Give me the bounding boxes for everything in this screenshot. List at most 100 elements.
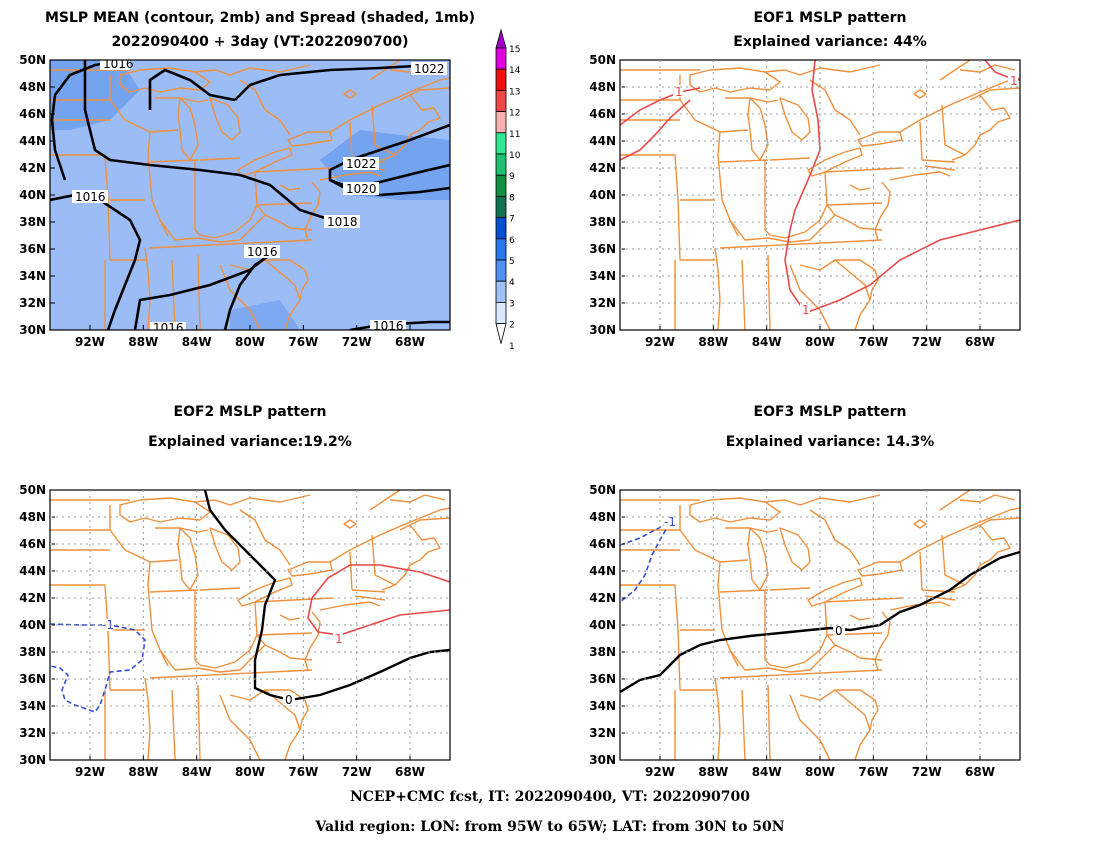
- lat-tick-label: 36N: [19, 672, 46, 686]
- lon-tick-label: 68W: [395, 765, 425, 779]
- spread-colorbar: 15 14 13 12 11 10 9 8 7 6 5 4 3 2 1: [495, 28, 521, 352]
- eof1-contour-pos-center: [784, 60, 821, 313]
- lat-tick-label: 32N: [19, 296, 46, 310]
- lon-tick-label: 84W: [182, 335, 212, 349]
- lon-tick-label: 76W: [288, 765, 318, 779]
- lon-tick-label: 80W: [805, 335, 835, 349]
- contour-label: 1016: [75, 190, 106, 204]
- lat-tick-label: 42N: [589, 161, 616, 175]
- colorbar-swatch: [495, 153, 507, 176]
- eof3-contour-zero: [620, 550, 1020, 694]
- contour-label: 1022: [414, 62, 445, 76]
- lon-tick-label: 68W: [965, 765, 995, 779]
- colorbar-swatch: [495, 132, 507, 155]
- lon-tick-label: 76W: [288, 335, 318, 349]
- colorbar-label: 13: [509, 87, 520, 97]
- contour-label: 1022: [346, 157, 377, 171]
- axis-labels: 50N 48N 46N 44N 42N 40N 38N 36N 34N 32N 30N 92W 88W 8…: [19, 53, 1020, 779]
- eof1-contour-pos-se: [807, 219, 1020, 313]
- contour-label: 1016: [153, 321, 184, 335]
- colorbar-top-arrow: [495, 28, 507, 49]
- contour-label: 0: [835, 624, 843, 638]
- colorbar-label: 8: [509, 193, 515, 203]
- colorbar-swatch: [495, 68, 507, 91]
- colorbar-label: 14: [509, 66, 521, 76]
- contour-label: 1016: [103, 57, 134, 71]
- contour-label: 1018: [327, 215, 358, 229]
- lat-tick-label: 36N: [589, 242, 616, 256]
- lat-tick-label: 50N: [589, 53, 616, 67]
- contour-1022-east: [328, 123, 450, 190]
- lon-tick-label: 76W: [858, 765, 888, 779]
- eof1-title: EOF1 MSLP pattern: [753, 10, 907, 26]
- colorbar-swatch: [495, 111, 507, 134]
- lat-tick-label: 48N: [19, 510, 46, 524]
- lon-tick-label: 80W: [235, 335, 265, 349]
- lon-tick-label: 72W: [342, 335, 372, 349]
- lat-tick-label: 40N: [589, 618, 616, 632]
- colorbar-swatch: [495, 280, 507, 303]
- contour-label: -1: [102, 618, 114, 632]
- contour-label: 1: [675, 85, 683, 99]
- lat-tick-label: 38N: [589, 215, 616, 229]
- eof1-subtitle: Explained variance: 44%: [733, 34, 927, 50]
- eof1-contour-pos-w: [620, 99, 691, 161]
- lat-tick-label: 34N: [589, 269, 616, 283]
- lon-tick-label: 76W: [858, 335, 888, 349]
- colorbar-swatch: [495, 47, 507, 70]
- lon-tick-label: 80W: [805, 765, 835, 779]
- lat-tick-label: 40N: [19, 188, 46, 202]
- contour-label: 1016: [373, 319, 404, 333]
- lat-tick-label: 42N: [589, 591, 616, 605]
- lon-tick-label: 80W: [235, 765, 265, 779]
- lon-tick-label: 88W: [698, 765, 728, 779]
- lon-tick-label: 92W: [75, 335, 105, 349]
- lat-tick-label: 32N: [589, 726, 616, 740]
- colorbar-swatch: [495, 217, 507, 240]
- colorbar-label: 4: [509, 278, 515, 288]
- lon-tick-label: 84W: [752, 765, 782, 779]
- colorbar-label: 2: [509, 321, 515, 331]
- lon-tick-label: 88W: [128, 765, 158, 779]
- eof1-contour-pos-nw: [620, 87, 701, 126]
- contour-1016-north: [50, 60, 131, 181]
- eof2-subtitle: Explained variance:19.2%: [148, 434, 352, 450]
- lat-tick-label: 40N: [19, 618, 46, 632]
- lon-tick-label: 92W: [75, 765, 105, 779]
- lat-tick-label: 42N: [19, 591, 46, 605]
- contour-label: 1: [335, 632, 343, 646]
- lat-tick-label: 46N: [589, 107, 616, 121]
- lat-tick-label: 40N: [589, 188, 616, 202]
- colorbar-label: 10: [509, 151, 521, 161]
- eof2-contour-neg: [50, 623, 146, 713]
- lat-tick-label: 42N: [19, 161, 46, 175]
- lat-tick-label: 34N: [589, 699, 616, 713]
- spread-shading-high-west: [50, 60, 140, 130]
- lon-tick-label: 92W: [645, 765, 675, 779]
- panel-mean: 1016 1022 1022 1020 1016 1018 1016 1016 …: [49, 57, 451, 335]
- lat-tick-label: 30N: [589, 753, 616, 767]
- eof2-contour-pos: [307, 564, 450, 636]
- colorbar-label: 7: [509, 215, 515, 225]
- lat-tick-label: 38N: [589, 645, 616, 659]
- lat-tick-label: 50N: [19, 53, 46, 67]
- contour-label: 1020: [346, 182, 377, 196]
- colorbar-label: 11: [509, 130, 520, 140]
- lon-tick-label: 72W: [912, 765, 942, 779]
- contour-1020-inner: [148, 68, 236, 110]
- lat-tick-label: 36N: [19, 242, 46, 256]
- lat-tick-label: 44N: [19, 564, 46, 578]
- colorbar-label: 1: [509, 342, 515, 352]
- lat-tick-label: 48N: [19, 80, 46, 94]
- contour-1016-south2: [223, 253, 271, 330]
- colorbar-label: 12: [509, 109, 520, 119]
- lat-tick-label: 46N: [19, 537, 46, 551]
- lat-tick-label: 48N: [589, 510, 616, 524]
- eof2-contour-zero: [203, 490, 450, 702]
- contour-1018: [83, 60, 346, 222]
- contour-label: 1: [1010, 74, 1018, 88]
- lon-tick-label: 84W: [182, 765, 212, 779]
- lon-tick-label: 68W: [395, 335, 425, 349]
- lat-tick-label: 44N: [589, 134, 616, 148]
- lat-tick-label: 50N: [19, 483, 46, 497]
